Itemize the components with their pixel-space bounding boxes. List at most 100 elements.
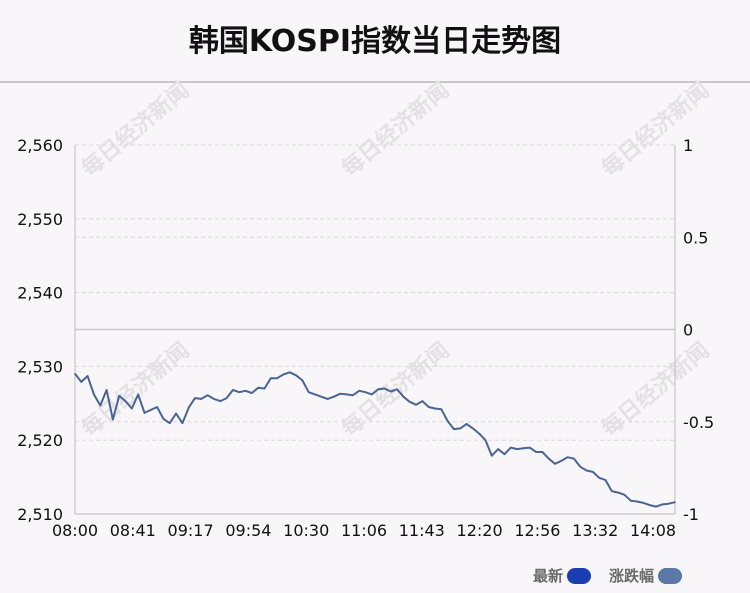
data-point — [402, 395, 405, 398]
data-point — [112, 418, 114, 421]
data-point — [301, 379, 304, 382]
data-point — [162, 418, 165, 420]
data-point — [541, 451, 544, 453]
series-layer — [74, 371, 676, 508]
data-point — [636, 500, 638, 503]
watermark-text: 每日经济新闻 — [77, 337, 195, 442]
data-point — [535, 451, 537, 453]
chart-title: 韩国KOSPI指数当日走势图 — [188, 24, 562, 59]
data-point — [219, 400, 222, 402]
data-point — [598, 477, 600, 479]
legend-change: 涨跌幅 — [609, 565, 683, 586]
data-point — [232, 389, 234, 391]
data-point — [150, 409, 152, 411]
data-point — [187, 406, 190, 409]
x-tick-label: 14:08 — [630, 521, 676, 540]
y-left-tick-label: 2,550 — [17, 210, 63, 229]
x-tick-label: 12:20 — [457, 521, 503, 540]
data-point — [105, 389, 108, 391]
y-right-tick-label: -1 — [683, 505, 699, 524]
y-left-tick-label: 2,510 — [17, 505, 63, 524]
data-point — [427, 406, 430, 408]
data-point — [579, 466, 582, 468]
data-point — [257, 387, 260, 389]
data-point — [118, 395, 120, 397]
data-point — [484, 439, 487, 442]
x-tick-label: 12:56 — [514, 521, 560, 540]
y-right-tick-label: 1 — [683, 136, 693, 155]
y-left-tick-label: 2,530 — [17, 357, 63, 376]
data-point — [251, 392, 253, 394]
data-point — [377, 388, 380, 391]
x-tick-label: 11:06 — [341, 521, 387, 540]
data-point — [137, 393, 139, 396]
data-point — [623, 494, 626, 496]
y-axis-left-labels: 2,560 2,550 2,540 2,530 2,520 2,510 — [17, 136, 63, 524]
x-tick-label: 13:32 — [572, 521, 618, 540]
x-tick-label: 09:17 — [168, 521, 214, 540]
data-point — [86, 375, 89, 377]
data-point — [213, 398, 215, 400]
data-point — [503, 453, 506, 456]
x-tick-label: 08:00 — [52, 521, 98, 540]
data-point — [661, 503, 664, 506]
data-point — [396, 388, 398, 391]
y-left-tick-label: 2,540 — [17, 284, 63, 303]
data-point — [573, 457, 575, 460]
legend-change-swatch — [658, 567, 683, 584]
data-point — [181, 422, 184, 425]
data-point — [554, 463, 556, 465]
data-point — [383, 387, 386, 390]
data-point — [314, 393, 316, 396]
chart-gridlines — [75, 144, 675, 515]
data-point — [655, 505, 657, 508]
x-axis-labels: 08:00 08:41 09:17 09:54 10:30 11:06 11:43 12:20… — [52, 521, 676, 540]
data-point — [528, 446, 531, 449]
data-point — [667, 502, 670, 505]
data-point — [459, 427, 462, 430]
data-point — [472, 427, 474, 430]
data-point — [358, 390, 361, 392]
data-point — [124, 400, 127, 402]
y-left-tick-label: 2,520 — [17, 431, 63, 450]
data-point — [440, 408, 443, 411]
series-line — [74, 371, 676, 508]
data-point — [390, 390, 392, 393]
data-point — [288, 371, 291, 374]
data-point — [244, 390, 247, 392]
data-point — [175, 412, 177, 415]
legend-latest-swatch — [567, 567, 592, 584]
data-point — [453, 428, 455, 430]
data-point — [99, 404, 102, 407]
data-point — [648, 504, 651, 506]
data-point — [168, 422, 171, 425]
data-point — [339, 392, 342, 395]
data-point — [478, 432, 481, 435]
data-point — [143, 412, 146, 414]
y-right-tick-label: 0.5 — [683, 228, 708, 247]
data-point — [630, 499, 632, 502]
x-tick-label: 09:54 — [225, 521, 271, 540]
data-point — [320, 395, 323, 398]
y-left-tick-label: 2,560 — [17, 136, 63, 155]
data-point — [80, 381, 83, 383]
data-point — [345, 393, 348, 396]
chart-axes — [74, 145, 676, 515]
data-point — [93, 393, 95, 396]
data-point — [617, 491, 619, 494]
data-point — [446, 420, 449, 422]
data-point — [491, 454, 493, 457]
title-divider — [0, 81, 750, 83]
legend-change-label: 涨跌幅 — [609, 567, 655, 585]
data-point — [74, 373, 76, 375]
data-point — [604, 479, 607, 481]
data-point — [516, 448, 518, 450]
data-point — [566, 456, 569, 459]
data-point — [611, 490, 613, 492]
data-point — [642, 502, 645, 504]
x-tick-label: 08:41 — [110, 521, 156, 540]
data-point — [263, 387, 266, 390]
data-point — [270, 377, 272, 380]
